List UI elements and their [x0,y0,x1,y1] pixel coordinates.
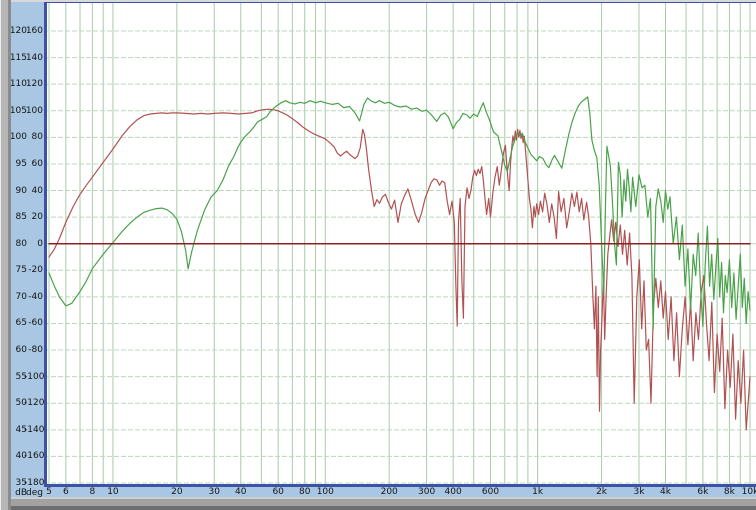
deg-tick-label: 40 [31,185,43,196]
db-tick-label: 120 [9,26,27,36]
freq-tick-label: 8k [723,487,735,497]
deg-tick-label: 0 [37,238,43,249]
deg-tick-label: -180 [24,478,45,488]
freq-tick-label: 2k [596,487,608,497]
deg-tick-label: 160 [25,26,43,36]
deg-tick-label: -80 [28,345,43,356]
db-tick-label: 80 [15,238,27,249]
freq-tick-label: 4k [660,487,671,497]
plot-area[interactable] [44,2,756,487]
db-tick-label: 90 [15,185,27,196]
freq-tick-label: 60 [272,487,284,497]
db-tick-label: 40 [15,451,27,462]
deg-tick-label: -120 [24,398,45,409]
db-tick-label: 75 [15,265,27,276]
freq-tick-label: 100 [316,487,334,497]
freq-tick-label: 600 [481,487,500,497]
deg-tick-label: -100 [24,371,45,382]
db-tick-label: 70 [15,291,27,302]
deg-tick-label: 120 [25,79,43,90]
green-response-curve [48,96,751,330]
freq-tick-label: 6 [62,487,69,497]
window-top-edge [0,0,756,2]
window-left-edge [0,0,11,510]
db-tick-label: 85 [15,212,27,223]
db-tick-label: 100 [9,132,27,143]
db-tick-label: 35 [15,478,27,488]
deg-tick-label: -160 [24,451,45,462]
deg-tick-label: 100 [25,105,43,116]
window-bottom-edge [0,497,756,510]
deg-tick-label: -20 [28,265,43,276]
deg-tick-label: 140 [25,52,43,63]
freq-tick-label: 5 [46,487,52,497]
freq-tick-label: 30 [208,487,220,497]
response-chart [44,2,756,487]
db-tick-label: 45 [15,424,27,435]
db-tick-label: 50 [15,398,27,409]
deg-axis-unit: deg [26,488,43,498]
freq-tick-label: 8 [89,487,96,497]
db-tick-label: 105 [9,105,27,116]
freq-tick-label: 400 [444,487,462,497]
db-tick-label: 55 [15,371,27,382]
freq-tick-label: 80 [298,487,311,497]
db-tick-label: 60 [15,345,27,356]
freq-tick-label: 300 [418,487,436,497]
db-tick-label: 65 [15,318,27,329]
deg-tick-label: 80 [31,132,43,143]
freq-tick-label: 6k [697,487,709,497]
deg-tick-label: -60 [28,318,43,329]
freq-tick-label: 20 [171,487,183,497]
deg-tick-label: 60 [31,158,43,169]
deg-tick-label: -140 [24,424,45,435]
freq-tick-label: 40 [235,487,247,497]
deg-tick-label: 20 [31,212,43,223]
deg-tick-label: -40 [28,291,43,302]
plot-background [44,2,756,487]
freq-tick-label: 10k [741,487,756,497]
db-tick-label: 95 [15,158,27,169]
db-tick-label: 110 [9,79,27,90]
red-response-curve [48,108,751,431]
db-tick-label: 115 [9,52,27,63]
freq-tick-label: 200 [380,487,398,497]
freq-tick-label: 10 [107,487,119,497]
db-axis-unit: dB [15,488,27,498]
freq-tick-label: 1k [532,487,544,497]
freq-tick-label: 3k [633,487,645,497]
